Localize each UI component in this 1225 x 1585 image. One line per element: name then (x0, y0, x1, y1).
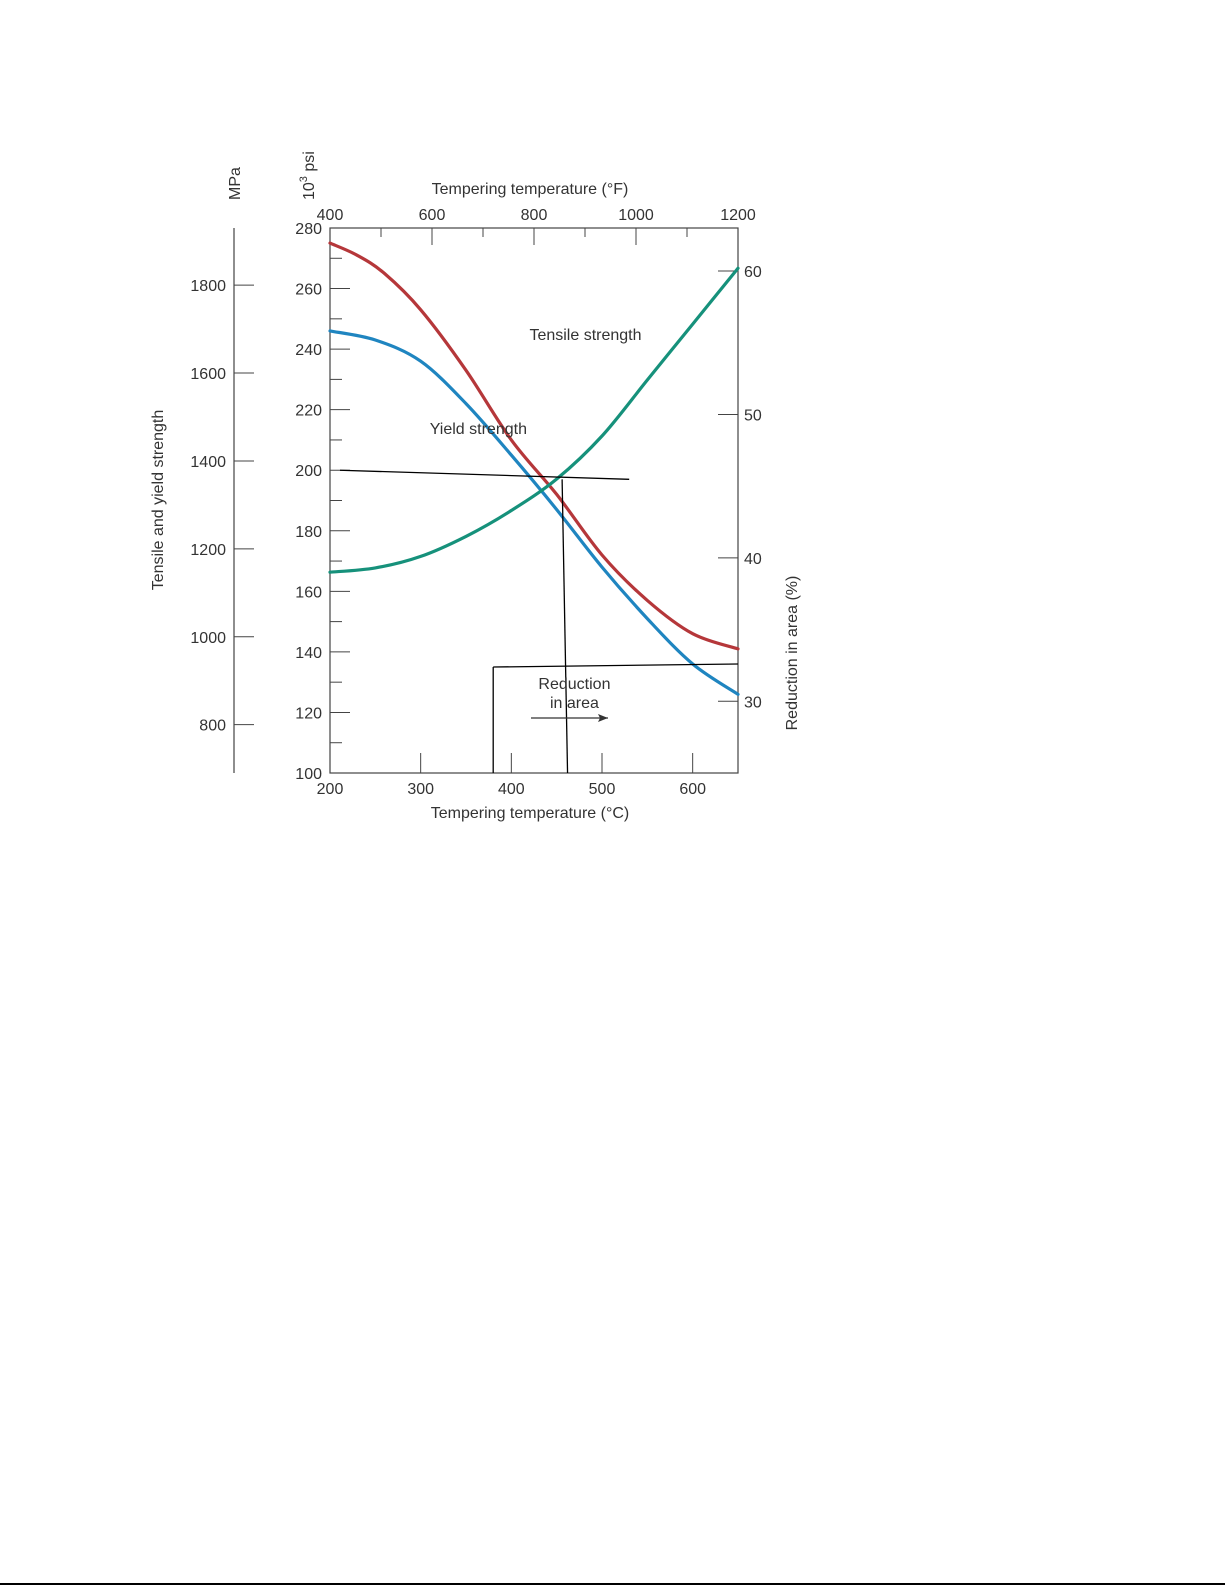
guide-line-2 (561, 479, 569, 774)
series-line-tensile-strength (328, 241, 740, 651)
left-axis-title: Tensile and yield strength (150, 410, 167, 591)
arrow-right-icon (531, 714, 608, 722)
psi-tick-label-180: 180 (295, 524, 322, 541)
bottom-tick-label-200: 200 (317, 781, 344, 798)
bottom-tick-label-400: 400 (498, 781, 525, 798)
top-tick-label-1000: 1000 (618, 207, 654, 224)
top-tick-label-800: 800 (521, 207, 548, 224)
mpa-unit-label: MPa (227, 167, 244, 200)
yield-strength-label: Yield strength (430, 421, 527, 438)
guide-lines (339, 469, 739, 774)
reduction-in-area-label-line2: in area (550, 695, 599, 712)
right-axis-title: Reduction in area (%) (784, 576, 801, 731)
psi-tick-label-240: 240 (295, 342, 322, 359)
psi-unit-exponent: 3 (298, 176, 310, 182)
reduction-in-area-label-line1: Reduction (538, 676, 610, 693)
series-layer (328, 241, 740, 696)
psi-tick-label-140: 140 (295, 645, 322, 662)
axes-layer: 200 300 400 500 600 400 600 800 1000 1200 100 120 14… (190, 207, 761, 798)
right-tick-label-50: 50 (744, 407, 762, 424)
psi-tick-label-260: 260 (295, 282, 322, 299)
mpa-tick-label-1800: 1800 (190, 278, 226, 295)
plot-border (329, 227, 739, 774)
right-tick-label-40: 40 (744, 551, 762, 568)
bottom-tick-label-600: 600 (679, 781, 706, 798)
psi-tick-label-100: 100 (295, 766, 322, 783)
right-tick-label-60: 60 (744, 264, 762, 281)
guide-line-1 (339, 469, 630, 480)
psi-unit-base: 10 (301, 182, 318, 200)
psi-tick-label-120: 120 (295, 705, 322, 722)
psi-unit-label: 103 psi (298, 151, 318, 200)
plot-frame (329, 227, 739, 774)
mpa-tick-label-1000: 1000 (190, 630, 226, 647)
bottom-tick-label-500: 500 (589, 781, 616, 798)
top-tick-label-1200: 1200 (720, 207, 756, 224)
psi-tick-label-160: 160 (295, 584, 322, 601)
mpa-tick-label-1600: 1600 (190, 366, 226, 383)
guide-line-3 (493, 663, 739, 668)
psi-tick-label-220: 220 (295, 403, 322, 420)
psi-tick-label-200: 200 (295, 463, 322, 480)
top-tick-label-600: 600 (419, 207, 446, 224)
mpa-tick-label-1200: 1200 (190, 542, 226, 559)
page-bottom-rule (0, 1583, 1225, 1585)
bottom-axis-title: Tempering temperature (°C) (431, 805, 629, 822)
right-tick-label-30: 30 (744, 694, 762, 711)
psi-tick-label-280: 280 (295, 221, 322, 238)
tensile-strength-label: Tensile strength (529, 327, 641, 344)
mpa-tick-label-1400: 1400 (190, 454, 226, 471)
series-line-yield-strength (328, 329, 740, 696)
top-tick-label-400: 400 (317, 207, 344, 224)
series-line-reduction-in-area (328, 266, 740, 574)
psi-unit-text: psi (301, 151, 318, 171)
bottom-tick-label-300: 300 (407, 781, 434, 798)
mpa-tick-label-800: 800 (199, 718, 226, 735)
labels-layer: Tempering temperature (°F) Tempering tem… (150, 151, 801, 822)
top-axis-title: Tempering temperature (°F) (432, 181, 629, 198)
